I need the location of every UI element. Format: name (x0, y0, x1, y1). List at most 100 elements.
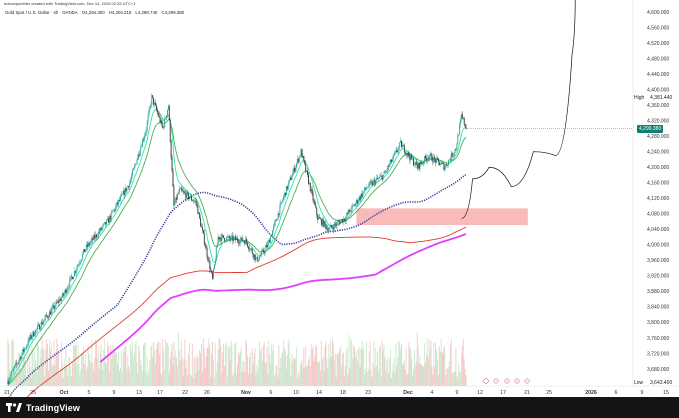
candle-body (229, 238, 231, 240)
symbol-name[interactable]: Gold Spot / U.S. Dollar · 4h · OANDA (5, 10, 78, 15)
volume-bar (72, 344, 74, 386)
volume-bar (171, 343, 173, 386)
volume-bar (167, 345, 169, 386)
volume-bar (379, 345, 381, 386)
price-tick-label: 4,080.000 (647, 212, 669, 218)
candle-body (42, 322, 44, 325)
volume-bar (149, 359, 151, 386)
volume-bar (131, 349, 132, 386)
volume-bar (284, 347, 285, 386)
volume-bar (7, 338, 9, 386)
price-chart[interactable]: 4,600.000 4,560.000 4,520.000 4,480.000 4,44… (0, 0, 679, 397)
volume-bar (43, 346, 45, 386)
time-tick-label: 17 (157, 390, 163, 396)
volume-bar (194, 358, 196, 386)
volume-bar (408, 342, 410, 386)
volume-bar (78, 363, 80, 386)
candle-body (392, 154, 394, 160)
event-marker-icon[interactable] (504, 378, 510, 384)
time-tick-label: 21 (4, 390, 10, 396)
volume-bar (402, 363, 404, 386)
volume-bar (273, 375, 275, 386)
volume-bar (92, 363, 94, 386)
volume-bar (403, 360, 405, 386)
volume-bar (162, 338, 164, 386)
projection-path[interactable] (461, 54, 573, 219)
time-tick-label: 12 (477, 390, 483, 396)
price-axis: 4,600.000 4,560.000 4,520.000 4,480.000 4,44… (647, 10, 669, 373)
price-tick-label: 3,760.000 (647, 336, 669, 342)
volume-bar (407, 373, 409, 386)
candle-body (255, 257, 257, 261)
volume-bar (397, 356, 399, 386)
volume-bar (214, 342, 216, 386)
volume-bar (107, 346, 109, 386)
volume-bar (94, 357, 96, 386)
candle-body (38, 324, 40, 330)
candle-body (120, 194, 122, 197)
candle-body (90, 240, 92, 244)
candle-body (357, 201, 359, 204)
candle-body (22, 349, 24, 354)
event-marker-icon[interactable] (483, 378, 489, 384)
volume-bar (242, 360, 244, 386)
candle-body (37, 324, 39, 326)
volume-bar (114, 352, 116, 386)
candle-body (200, 218, 202, 227)
volume-bar (83, 363, 85, 386)
candle-body (353, 204, 355, 206)
close-value: C4,299.380 (161, 10, 185, 15)
candle-body (75, 269, 77, 273)
candle-body (243, 241, 245, 242)
candle-body (252, 253, 254, 258)
candle-body (450, 152, 452, 160)
candle-body (245, 238, 247, 245)
candle-body (398, 146, 400, 151)
candle-body (283, 196, 285, 201)
candle-body (238, 243, 240, 244)
candle-body (249, 248, 250, 250)
volume-bar (390, 377, 392, 386)
volume-bar (48, 370, 49, 386)
candle-body (343, 218, 345, 221)
candle-body (445, 164, 447, 169)
volume-bar (420, 364, 422, 386)
volume-bar (286, 355, 288, 386)
candle-body (119, 200, 120, 201)
volume-bar (150, 347, 152, 386)
support-zone-rect[interactable] (356, 208, 528, 226)
candle-body (447, 165, 449, 166)
volume-bar (424, 343, 425, 386)
volume-bar (225, 341, 227, 386)
volume-bar (75, 342, 77, 386)
volume-bar (83, 346, 84, 386)
volume-bar (298, 375, 300, 386)
event-marker-icon[interactable] (493, 378, 499, 384)
candle-body (367, 187, 368, 189)
volume-bar (301, 359, 303, 386)
candle-body (68, 286, 70, 288)
volume-bar (387, 357, 389, 386)
volume-bar (282, 352, 284, 386)
volume-bar (211, 353, 213, 386)
candle-body (53, 305, 55, 309)
projection-rally[interactable] (570, 0, 576, 55)
volume-bar (81, 352, 83, 386)
candle-body (93, 235, 95, 241)
candle-body (237, 238, 238, 242)
candle-body (301, 149, 303, 158)
event-marker-icon[interactable] (514, 378, 520, 384)
candle-body (24, 348, 26, 352)
candle-body (378, 178, 379, 179)
volume-bar (438, 345, 440, 386)
event-marker-icon[interactable] (524, 378, 530, 384)
volume-bar (345, 350, 347, 386)
volume-bar (460, 372, 461, 386)
tradingview-brand[interactable]: TradingView (6, 403, 80, 413)
volume-bar (54, 365, 56, 386)
high-value: H4,304.215 (108, 10, 132, 15)
candle-body (138, 154, 140, 157)
volume-bar (142, 345, 144, 386)
volume-bar (77, 344, 79, 386)
volume-bar (45, 349, 47, 386)
